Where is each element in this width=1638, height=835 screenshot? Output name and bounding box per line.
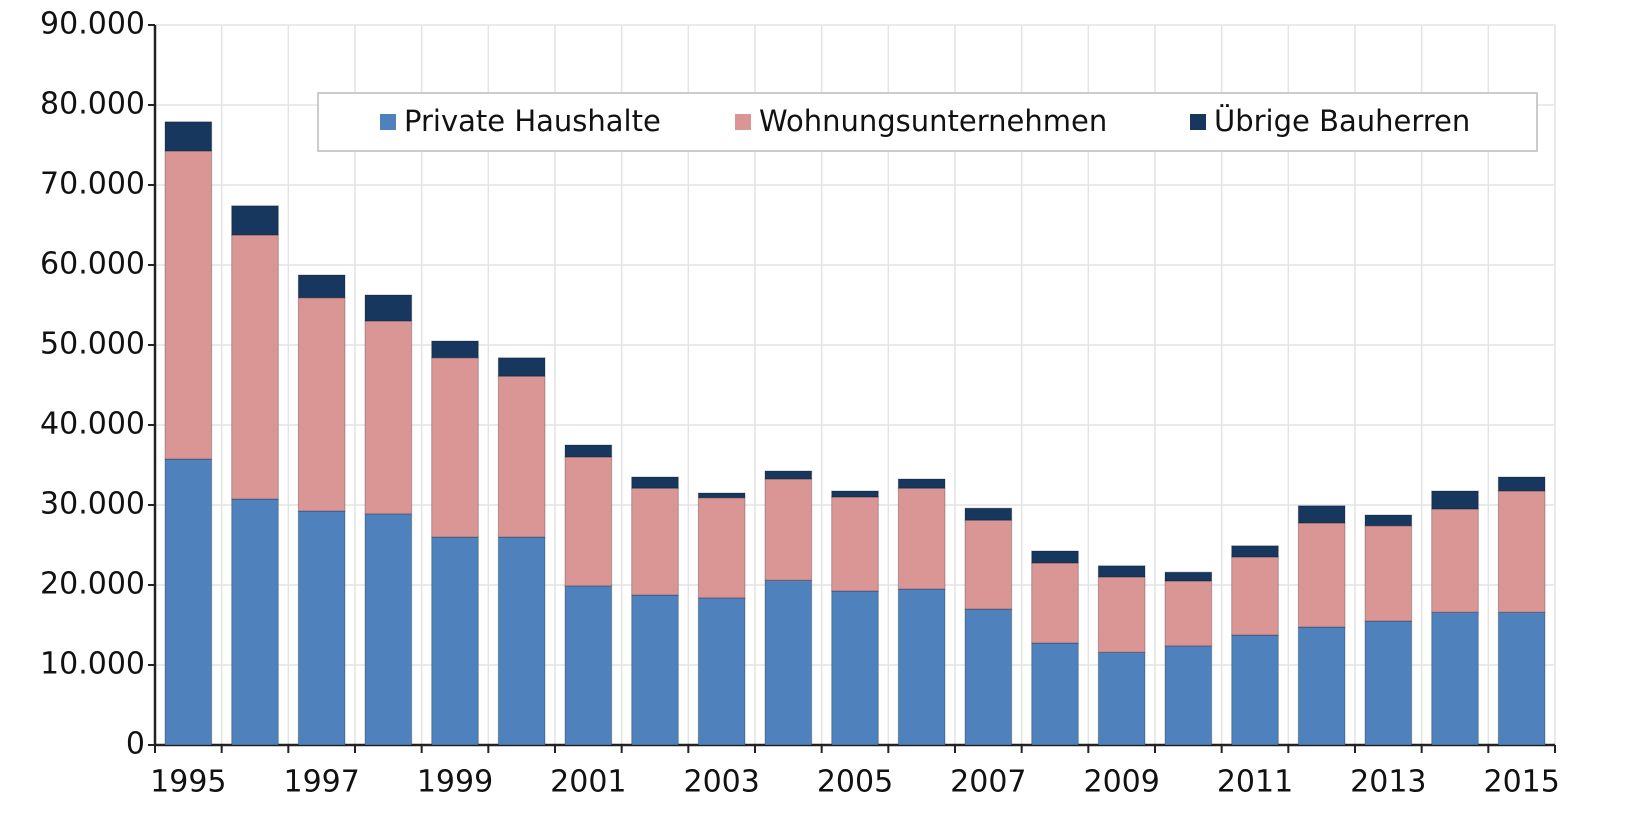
- bar-segment: [764, 579, 813, 746]
- bar-segment: [497, 375, 546, 538]
- bar-segment: [831, 490, 879, 498]
- bar-segment: [1164, 571, 1213, 582]
- bar-segment: [1031, 642, 1079, 746]
- bar-segment: [964, 608, 1013, 746]
- bar-segment: [1297, 626, 1346, 746]
- y-tick-label: 50.000: [40, 327, 145, 362]
- bar-segment: [831, 496, 879, 592]
- bar-segment: [164, 150, 213, 460]
- bar-segment: [564, 585, 613, 746]
- x-tick-label: 2005: [817, 765, 893, 800]
- bar-segment: [1431, 490, 1479, 510]
- y-tick-label: 90.000: [40, 7, 145, 42]
- legend-label: Wohnungsunternehmen: [759, 104, 1107, 138]
- legend-swatch: [735, 114, 751, 130]
- bar-segment: [631, 487, 679, 596]
- bar-segment: [1297, 522, 1346, 628]
- bar-segment: [697, 497, 746, 599]
- bar-segment: [1231, 556, 1279, 636]
- y-tick-label: 20.000: [40, 567, 145, 602]
- bar-segment: [1164, 645, 1213, 746]
- bar-segment: [1097, 651, 1146, 746]
- bar-segment: [964, 519, 1013, 610]
- bar-segment: [231, 234, 279, 500]
- bar-segment: [231, 498, 279, 746]
- bar-segment: [1297, 505, 1346, 524]
- bar-segment: [964, 507, 1013, 521]
- x-tick-label: 1999: [417, 765, 493, 800]
- bar-segment: [1364, 525, 1413, 622]
- x-tick-label: 2015: [1483, 765, 1559, 800]
- bar-segment: [231, 205, 279, 236]
- y-tick-label: 60.000: [40, 247, 145, 282]
- bar-segment: [897, 478, 946, 489]
- bar-segment: [631, 594, 679, 746]
- bar-segment: [764, 478, 813, 581]
- legend-swatch: [380, 114, 396, 130]
- bar-segment: [1431, 611, 1479, 746]
- bar-segment: [1497, 476, 1546, 492]
- bar-segment: [1364, 620, 1413, 746]
- y-tick-label: 40.000: [40, 407, 145, 442]
- bar-segment: [1497, 490, 1546, 613]
- x-tick-label: 2003: [683, 765, 759, 800]
- x-tick-label: 2009: [1083, 765, 1159, 800]
- bar-segment: [1231, 545, 1279, 558]
- bar-segment: [1097, 565, 1146, 578]
- bar-segment: [697, 597, 746, 746]
- bar-segment: [297, 510, 346, 746]
- x-tick-label: 2013: [1350, 765, 1426, 800]
- bar-segment: [297, 297, 346, 512]
- y-tick-label: 70.000: [40, 167, 145, 202]
- x-tick-label: 2001: [550, 765, 626, 800]
- bar-segment: [164, 458, 213, 746]
- bar-segment: [431, 357, 479, 538]
- bar-segment: [631, 476, 679, 489]
- bar-segment: [697, 492, 746, 499]
- y-tick-label: 10.000: [40, 647, 145, 682]
- bar-segment: [897, 487, 946, 590]
- bar-segment: [1031, 550, 1079, 564]
- y-tick-label: 30.000: [40, 487, 145, 522]
- bar-segment: [564, 444, 613, 458]
- bar-segment: [164, 121, 213, 152]
- bar-segment: [497, 536, 546, 746]
- bar-segment: [364, 294, 413, 322]
- bar-segment: [1097, 576, 1146, 653]
- bar-segment: [1031, 562, 1079, 644]
- bar-segment: [431, 536, 479, 746]
- bar-segment: [297, 274, 346, 299]
- bar-segment: [364, 513, 413, 746]
- bar-segment: [564, 456, 613, 587]
- legend-box: [317, 92, 1538, 152]
- bar-segment: [1497, 611, 1546, 746]
- y-tick-label: 80.000: [40, 87, 145, 122]
- bar-segment: [764, 470, 813, 480]
- bar-segment: [831, 590, 879, 746]
- bar-segment: [1231, 634, 1279, 746]
- bar-segment: [431, 340, 479, 359]
- x-tick-label: 2011: [1217, 765, 1293, 800]
- bar-segment: [1364, 514, 1413, 527]
- y-tick-label: 0: [126, 727, 145, 762]
- legend-swatch: [1190, 114, 1206, 130]
- bar-segment: [1431, 508, 1479, 613]
- x-tick-label: 1995: [150, 765, 226, 800]
- legend-label: Private Haushalte: [404, 104, 661, 138]
- x-tick-label: 2007: [950, 765, 1026, 800]
- bar-segment: [897, 588, 946, 746]
- bar-segment: [1164, 580, 1213, 647]
- legend-label: Übrige Bauherren: [1214, 104, 1470, 138]
- bar-segment: [497, 357, 546, 377]
- x-tick-label: 1997: [283, 765, 359, 800]
- bar-segment: [364, 320, 413, 515]
